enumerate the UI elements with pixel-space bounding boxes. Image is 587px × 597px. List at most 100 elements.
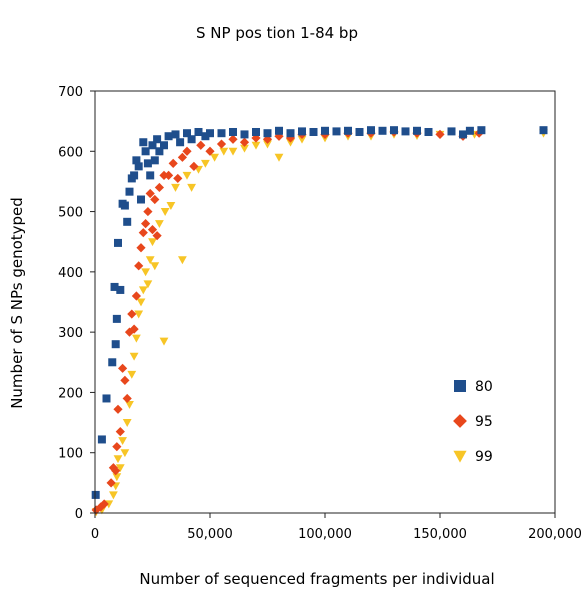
point-80 <box>110 282 119 291</box>
point-95 <box>111 466 121 476</box>
point-80 <box>155 147 164 156</box>
point-80 <box>112 314 121 323</box>
point-80 <box>321 126 329 135</box>
point-95 <box>435 129 445 140</box>
point-80 <box>146 171 155 180</box>
point-80 <box>424 127 433 136</box>
point-99 <box>210 153 219 162</box>
point-95 <box>134 261 144 271</box>
point-80 <box>539 126 548 135</box>
legend-marker-99 <box>453 450 467 463</box>
legend-label-80: 80 <box>475 379 493 395</box>
legend-label-95: 95 <box>475 414 493 430</box>
point-95 <box>113 404 123 414</box>
point-95 <box>131 291 141 301</box>
point-99 <box>145 256 155 265</box>
point-80 <box>150 156 159 165</box>
point-99 <box>134 310 144 319</box>
point-99 <box>178 256 187 265</box>
point-95 <box>120 375 130 385</box>
point-80 <box>367 126 375 135</box>
point-99 <box>297 135 307 144</box>
point-80 <box>252 127 260 136</box>
point-80 <box>240 130 249 139</box>
y-tick-label: 500 <box>58 206 83 221</box>
point-95 <box>145 188 155 199</box>
x-tick-label: 100,000 <box>298 527 352 542</box>
chart-title: S NP pos tion 1-84 bp <box>196 24 358 42</box>
point-95 <box>136 243 146 253</box>
point-95 <box>91 505 101 515</box>
y-axis-label: Number of S NPs genotyped <box>8 197 26 409</box>
point-80 <box>275 126 283 135</box>
series-80 <box>91 126 548 499</box>
axes: 0 50,000 100,000 150,000 200,000 0 100 200 300 40… <box>58 85 582 542</box>
point-80 <box>344 126 352 135</box>
point-80 <box>390 126 398 135</box>
point-80 <box>114 238 122 247</box>
point-80 <box>125 187 134 196</box>
point-99 <box>143 280 153 289</box>
point-99 <box>129 352 139 361</box>
point-99 <box>113 455 123 464</box>
point-80 <box>355 127 364 136</box>
point-95 <box>173 173 183 184</box>
point-95 <box>239 137 250 147</box>
point-95 <box>147 225 158 235</box>
point-80 <box>413 126 421 135</box>
point-80 <box>378 126 387 135</box>
point-80 <box>309 127 318 136</box>
point-80 <box>447 127 456 136</box>
point-80 <box>143 159 152 168</box>
point-99 <box>201 159 210 168</box>
point-99 <box>132 334 141 343</box>
point-95 <box>164 170 174 180</box>
point-95 <box>189 161 199 171</box>
point-99 <box>115 464 125 473</box>
point-95 <box>99 499 109 509</box>
point-80 <box>111 340 120 349</box>
point-99 <box>122 419 132 427</box>
y-tick-label: 700 <box>58 85 83 100</box>
point-95 <box>127 309 137 319</box>
point-80 <box>459 130 467 139</box>
point-95 <box>228 134 238 144</box>
point-95 <box>124 327 135 337</box>
point-95 <box>205 146 215 156</box>
point-99 <box>187 183 196 192</box>
y-tick-label: 0 <box>75 507 83 522</box>
point-99 <box>109 491 118 500</box>
point-99 <box>150 262 160 271</box>
point-80 <box>201 132 210 141</box>
point-80 <box>134 162 143 171</box>
point-80 <box>97 435 106 444</box>
x-tick-label: 150,000 <box>413 527 467 542</box>
point-80 <box>120 201 129 210</box>
point-80 <box>123 217 132 226</box>
point-99 <box>120 449 130 458</box>
point-80 <box>263 129 272 138</box>
x-tick-label: 0 <box>91 527 99 542</box>
point-99 <box>148 238 157 247</box>
point-95 <box>143 206 153 217</box>
y-tick-label: 200 <box>58 386 83 401</box>
y-tick-label: 400 <box>58 266 83 281</box>
point-99 <box>141 268 150 277</box>
point-95 <box>112 442 122 452</box>
plot-area <box>91 126 548 517</box>
point-95 <box>182 146 192 156</box>
point-95 <box>154 182 164 193</box>
legend-marker-80 <box>454 380 466 392</box>
point-80 <box>160 141 168 150</box>
point-80 <box>102 394 111 403</box>
point-95 <box>196 140 206 150</box>
point-80 <box>401 127 410 136</box>
point-80 <box>298 127 306 136</box>
point-80 <box>171 130 180 139</box>
point-80 <box>465 126 474 135</box>
point-80 <box>148 141 157 150</box>
point-99 <box>155 220 164 229</box>
point-80 <box>153 135 162 144</box>
point-95 <box>138 228 148 238</box>
